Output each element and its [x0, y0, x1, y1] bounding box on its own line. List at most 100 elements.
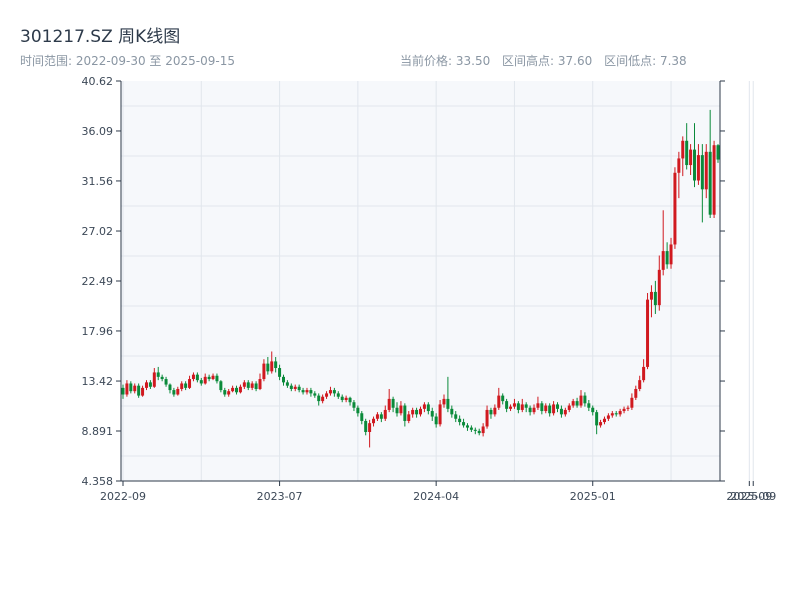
candle-body [266, 363, 270, 372]
candle-body [235, 387, 239, 393]
candle-body [465, 425, 469, 428]
candle-body [387, 398, 391, 410]
candle-body [415, 409, 419, 415]
y-tick-label: 22.49 [82, 275, 114, 288]
chart-title: 301217.SZ 周K线图 [20, 27, 181, 47]
candle-body [258, 379, 262, 389]
candle-body [340, 396, 344, 401]
candle-body [626, 407, 630, 409]
candle-body [309, 390, 313, 394]
price-stats: 当前价格: 33.50 区间高点: 37.60 区间低点: 7.38 [400, 52, 695, 69]
candle-body [301, 390, 305, 393]
candle-body [156, 372, 160, 377]
y-tick-label: 31.56 [82, 175, 114, 188]
candle-body [661, 251, 665, 270]
candle-body [168, 384, 172, 391]
candle-body [602, 418, 606, 423]
candle-body [160, 376, 164, 380]
candle-body [317, 395, 321, 402]
candle-body [281, 376, 285, 383]
candle-body [211, 375, 215, 380]
candle-body [430, 411, 434, 417]
candle-body [364, 420, 368, 433]
candle-body [215, 375, 219, 382]
candle-body [693, 149, 697, 181]
candle-body [512, 403, 516, 407]
candle-body [368, 423, 372, 433]
candle-body [469, 427, 473, 430]
candle-body [685, 140, 689, 166]
candle-body [563, 409, 567, 415]
candle-body [481, 426, 485, 434]
candle-body [379, 414, 383, 419]
candle-body [583, 395, 587, 404]
candle-body [328, 390, 332, 394]
candle-body [536, 403, 540, 408]
candle-body [144, 382, 148, 388]
candle-body [665, 251, 669, 265]
candle-body [681, 140, 685, 159]
candle-body [556, 404, 560, 409]
candle-body [336, 393, 340, 397]
candle-body [450, 408, 454, 415]
candle-body [352, 402, 356, 408]
candle-body [399, 405, 403, 414]
candle-body [520, 404, 524, 410]
candle-body [426, 404, 430, 412]
candle-body [199, 380, 203, 384]
y-tick-label: 4.358 [82, 475, 114, 488]
candle-body [587, 403, 591, 408]
plot-area [121, 81, 720, 481]
candle-body [442, 398, 446, 405]
y-tick-label: 8.891 [82, 425, 114, 438]
y-tick-label: 17.96 [82, 325, 114, 338]
candle-body [575, 401, 579, 406]
candle-body [599, 422, 603, 426]
x-tick-label: 2025-01 [570, 490, 616, 503]
range-low: 区间低点: 7.38 [604, 54, 687, 68]
candle-body [395, 407, 399, 414]
candle-body [164, 379, 168, 385]
y-tick-label: 40.62 [82, 75, 114, 88]
candle-body [278, 368, 282, 377]
candle-body [360, 413, 364, 421]
candle-body [552, 404, 556, 414]
candle-body [477, 430, 481, 434]
candle-body [438, 404, 442, 425]
candle-body [148, 382, 152, 387]
candle-body [493, 407, 497, 415]
candle-body [246, 382, 250, 388]
candle-body [125, 383, 129, 395]
candle-body [270, 361, 274, 372]
candle-body [622, 408, 626, 412]
candle-body [489, 409, 493, 415]
x-tick-label: 2024-04 [413, 490, 459, 503]
candle-body [207, 376, 211, 380]
candle-body [419, 408, 422, 415]
candle-body [227, 391, 231, 395]
candle-body [630, 397, 634, 408]
candle-body [677, 158, 681, 173]
candle-body [434, 416, 438, 425]
candle-body [321, 396, 325, 402]
candle-body [332, 390, 336, 394]
candle-body [669, 244, 673, 265]
candle-body [293, 386, 297, 389]
candle-body [501, 395, 505, 402]
candle-body [614, 413, 618, 415]
candle-body [391, 398, 395, 408]
candle-body [591, 407, 595, 413]
candle-body [532, 407, 536, 413]
candle-body [505, 401, 509, 409]
candle-body [422, 404, 426, 409]
candle-body [571, 401, 575, 406]
candle-body [375, 414, 379, 419]
candle-body [372, 418, 376, 424]
candle-body [606, 415, 610, 419]
candle-body [454, 414, 458, 419]
candle-body [238, 386, 242, 393]
candle-body [325, 393, 329, 397]
candle-body [172, 390, 176, 395]
candle-body [188, 379, 192, 388]
